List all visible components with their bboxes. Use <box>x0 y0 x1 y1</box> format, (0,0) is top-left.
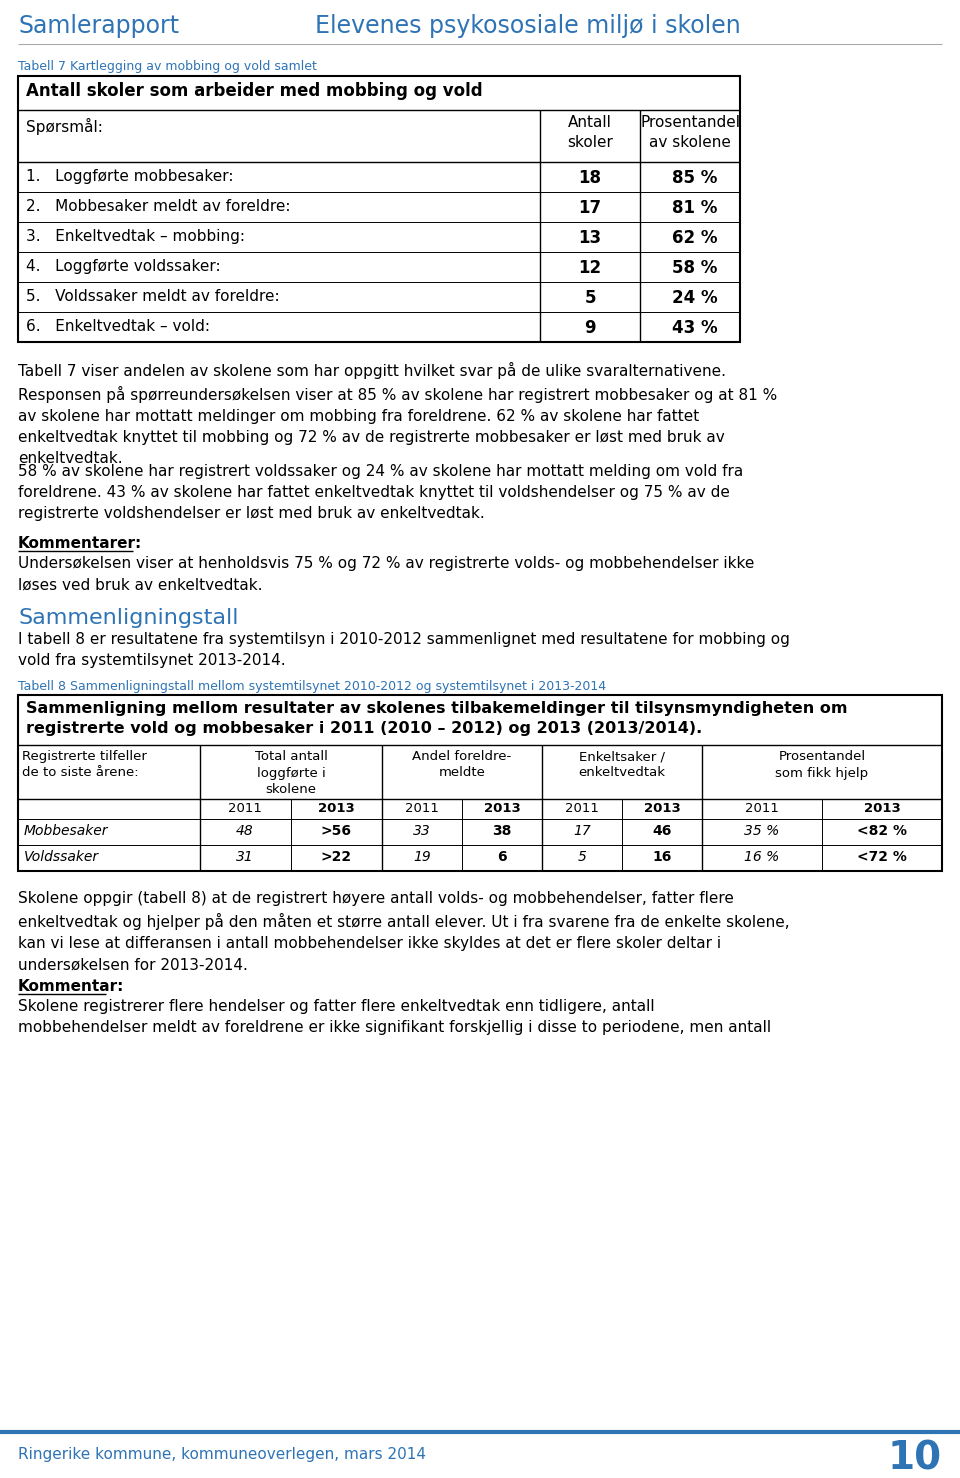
Text: Tabell 8 Sammenligningstall mellom systemtilsynet 2010-2012 og systemtilsynet i : Tabell 8 Sammenligningstall mellom syste… <box>18 680 606 693</box>
Text: Mobbesaker: Mobbesaker <box>24 825 108 838</box>
Text: Spørsmål:: Spørsmål: <box>26 118 103 134</box>
Text: Prosentandel
som fikk hjelp: Prosentandel som fikk hjelp <box>776 749 869 779</box>
Text: Antall skoler som arbeider med mobbing og vold: Antall skoler som arbeider med mobbing o… <box>26 81 483 101</box>
Text: 2.   Mobbesaker meldt av foreldre:: 2. Mobbesaker meldt av foreldre: <box>26 200 291 214</box>
Text: 46: 46 <box>652 825 672 838</box>
Text: 48: 48 <box>236 825 253 838</box>
Text: 17: 17 <box>579 200 602 217</box>
Text: Samlerapport: Samlerapport <box>18 13 180 38</box>
Text: 43 %: 43 % <box>672 319 718 337</box>
Text: 10: 10 <box>888 1440 942 1478</box>
Text: Skolene oppgir (tabell 8) at de registrert høyere antall volds- og mobbehendelse: Skolene oppgir (tabell 8) at de registre… <box>18 891 790 973</box>
Text: Tabell 7 Kartlegging av mobbing og vold samlet: Tabell 7 Kartlegging av mobbing og vold … <box>18 61 317 72</box>
Bar <box>18 75 740 341</box>
Text: Tabell 7 viser andelen av skolene som har oppgitt hvilket svar på de ulike svara: Tabell 7 viser andelen av skolene som ha… <box>18 362 778 466</box>
Text: 5.   Voldssaker meldt av foreldre:: 5. Voldssaker meldt av foreldre: <box>26 290 279 304</box>
Text: Sammenligning mellom resultater av skolenes tilbakemeldinger til tilsynsmyndighe: Sammenligning mellom resultater av skole… <box>26 701 848 736</box>
Text: 2011: 2011 <box>565 803 599 814</box>
Text: 1.   Loggførte mobbesaker:: 1. Loggførte mobbesaker: <box>26 168 233 183</box>
Text: 16 %: 16 % <box>744 850 780 865</box>
Text: Voldssaker: Voldssaker <box>24 850 99 865</box>
Text: 18: 18 <box>579 168 602 188</box>
Text: 13: 13 <box>579 229 602 247</box>
Text: 16: 16 <box>652 850 672 865</box>
Text: I tabell 8 er resultatene fra systemtilsyn i 2010-2012 sammenlignet med resultat: I tabell 8 er resultatene fra systemtils… <box>18 633 790 668</box>
Text: Undersøkelsen viser at henholdsvis 75 % og 72 % av registrerte volds- og mobbehe: Undersøkelsen viser at henholdsvis 75 % … <box>18 556 755 593</box>
Text: 3.   Enkeltvedtak – mobbing:: 3. Enkeltvedtak – mobbing: <box>26 229 245 244</box>
Text: Elevenes psykososiale miljø i skolen: Elevenes psykososiale miljø i skolen <box>315 13 741 38</box>
Text: 2011: 2011 <box>405 803 439 814</box>
Text: 81 %: 81 % <box>672 200 718 217</box>
Text: 2013: 2013 <box>643 803 681 814</box>
Text: 58 %: 58 % <box>672 259 718 276</box>
Text: 6.   Enkeltvedtak – vold:: 6. Enkeltvedtak – vold: <box>26 319 210 334</box>
Text: 17: 17 <box>573 825 590 838</box>
Text: 2013: 2013 <box>484 803 520 814</box>
Bar <box>18 695 942 871</box>
Text: Enkeltsaker /
enkeltvedtak: Enkeltsaker / enkeltvedtak <box>579 749 665 779</box>
Text: Skolene registrerer flere hendelser og fatter flere enkeltvedtak enn tidligere, : Skolene registrerer flere hendelser og f… <box>18 999 771 1035</box>
Text: 4.   Loggførte voldssaker:: 4. Loggførte voldssaker: <box>26 259 221 273</box>
Text: <72 %: <72 % <box>857 850 907 865</box>
Text: 6: 6 <box>497 850 507 865</box>
Text: 2013: 2013 <box>864 803 900 814</box>
Text: 12: 12 <box>579 259 602 276</box>
Text: Total antall
loggførte i
skolene: Total antall loggførte i skolene <box>254 749 327 797</box>
Text: Andel foreldre-
meldte: Andel foreldre- meldte <box>413 749 512 779</box>
Text: 35 %: 35 % <box>744 825 780 838</box>
Text: 5: 5 <box>585 290 596 307</box>
Text: 2011: 2011 <box>745 803 779 814</box>
Text: 2011: 2011 <box>228 803 262 814</box>
Text: Sammenligningstall: Sammenligningstall <box>18 607 238 628</box>
Text: Kommentar:: Kommentar: <box>18 978 125 995</box>
Text: 5: 5 <box>578 850 587 865</box>
Text: 19: 19 <box>413 850 431 865</box>
Text: 31: 31 <box>236 850 253 865</box>
Text: >56: >56 <box>321 825 351 838</box>
Text: Kommentarer:: Kommentarer: <box>18 537 142 551</box>
Text: Prosentandel
av skolene: Prosentandel av skolene <box>640 115 740 149</box>
Text: 58 % av skolene har registrert voldssaker og 24 % av skolene har mottatt melding: 58 % av skolene har registrert voldssake… <box>18 464 743 522</box>
Text: 85 %: 85 % <box>672 168 718 188</box>
Text: 24 %: 24 % <box>672 290 718 307</box>
Text: 33: 33 <box>413 825 431 838</box>
Text: 62 %: 62 % <box>672 229 718 247</box>
Text: <82 %: <82 % <box>857 825 907 838</box>
Text: 9: 9 <box>585 319 596 337</box>
Text: Registrerte tilfeller
de to siste årene:: Registrerte tilfeller de to siste årene: <box>22 749 147 779</box>
Text: 38: 38 <box>492 825 512 838</box>
Text: 2013: 2013 <box>318 803 354 814</box>
Text: Antall
skoler: Antall skoler <box>567 115 612 149</box>
Text: >22: >22 <box>321 850 351 865</box>
Text: Ringerike kommune, kommuneoverlegen, mars 2014: Ringerike kommune, kommuneoverlegen, mar… <box>18 1447 426 1462</box>
